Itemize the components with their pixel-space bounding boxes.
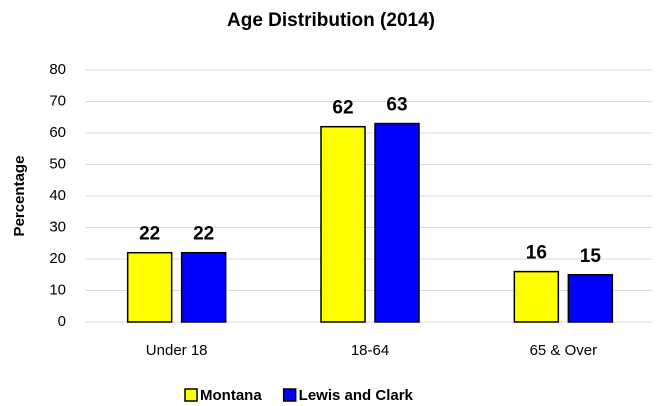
- value-label: 16: [526, 243, 547, 264]
- x-tick-label: 65 & Over: [530, 342, 598, 359]
- value-label: 15: [580, 246, 602, 267]
- legend-label: Lewis and Clark: [299, 387, 414, 404]
- x-tick-label: 18-64: [351, 342, 389, 359]
- legend-label: Montana: [200, 387, 262, 404]
- value-label: 63: [386, 95, 407, 116]
- y-tick-label: 0: [58, 313, 66, 330]
- y-tick-label: 70: [49, 92, 66, 109]
- y-tick-label: 30: [49, 218, 66, 235]
- bar: [180, 251, 227, 323]
- bar: [320, 125, 366, 323]
- y-tick-label: 20: [49, 250, 66, 267]
- value-label: 62: [332, 98, 353, 119]
- y-tick-label: 40: [49, 187, 66, 204]
- bar: [513, 270, 560, 323]
- y-tick-label: 60: [49, 124, 66, 141]
- bar: [374, 122, 420, 323]
- y-tick-label: 10: [49, 281, 66, 298]
- bar: [126, 251, 173, 323]
- value-label: 22: [193, 224, 214, 245]
- bar: [567, 274, 614, 323]
- value-label: 22: [139, 224, 160, 245]
- y-tick-label: 80: [49, 61, 66, 78]
- x-tick-label: Under 18: [146, 342, 208, 359]
- y-axis-title: Percentage: [11, 156, 28, 237]
- legend-swatch: [184, 388, 198, 402]
- y-tick-label: 50: [49, 155, 66, 172]
- chart-title: Age Distribution (2014): [227, 10, 435, 31]
- legend-swatch: [282, 388, 297, 402]
